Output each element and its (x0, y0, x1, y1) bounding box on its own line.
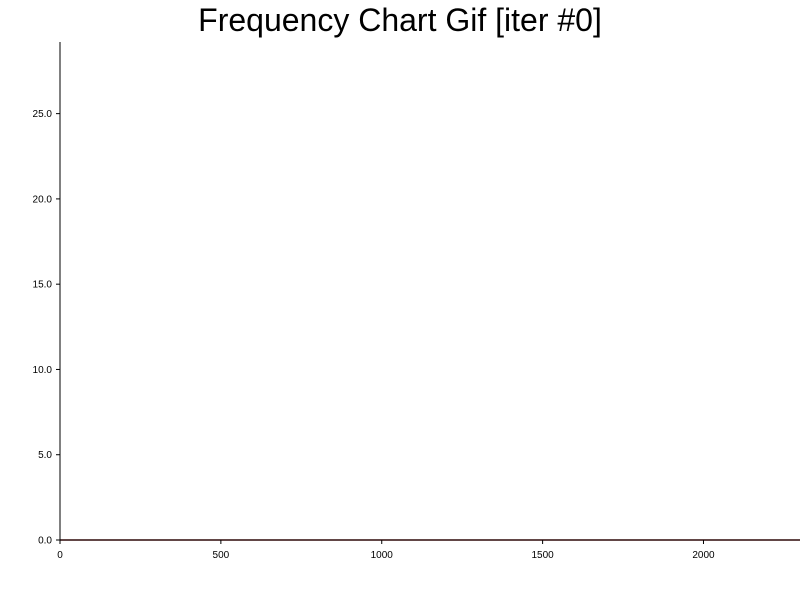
y-tick-label: 10.0 (33, 365, 53, 376)
axes-layer (59, 42, 800, 541)
y-tick-label: 0.0 (38, 536, 52, 547)
y-tick-label: 15.0 (33, 280, 53, 291)
x-tick-label: 500 (213, 550, 230, 561)
x-tick-label: 1500 (531, 550, 554, 561)
chart-title: Frequency Chart Gif [iter #0] (198, 2, 602, 38)
y-tick-label: 25.0 (33, 109, 53, 120)
x-tick-label: 1000 (371, 550, 394, 561)
ticks-layer: 0.0 5.0 10.0 15.0 20.0 25.0 0 500 1000 1500 2000 (33, 109, 716, 561)
x-tick-label: 2000 (692, 550, 715, 561)
x-tick-label: 0 (57, 550, 63, 561)
y-tick-label: 20.0 (33, 194, 53, 205)
y-tick-label: 5.0 (38, 450, 52, 461)
